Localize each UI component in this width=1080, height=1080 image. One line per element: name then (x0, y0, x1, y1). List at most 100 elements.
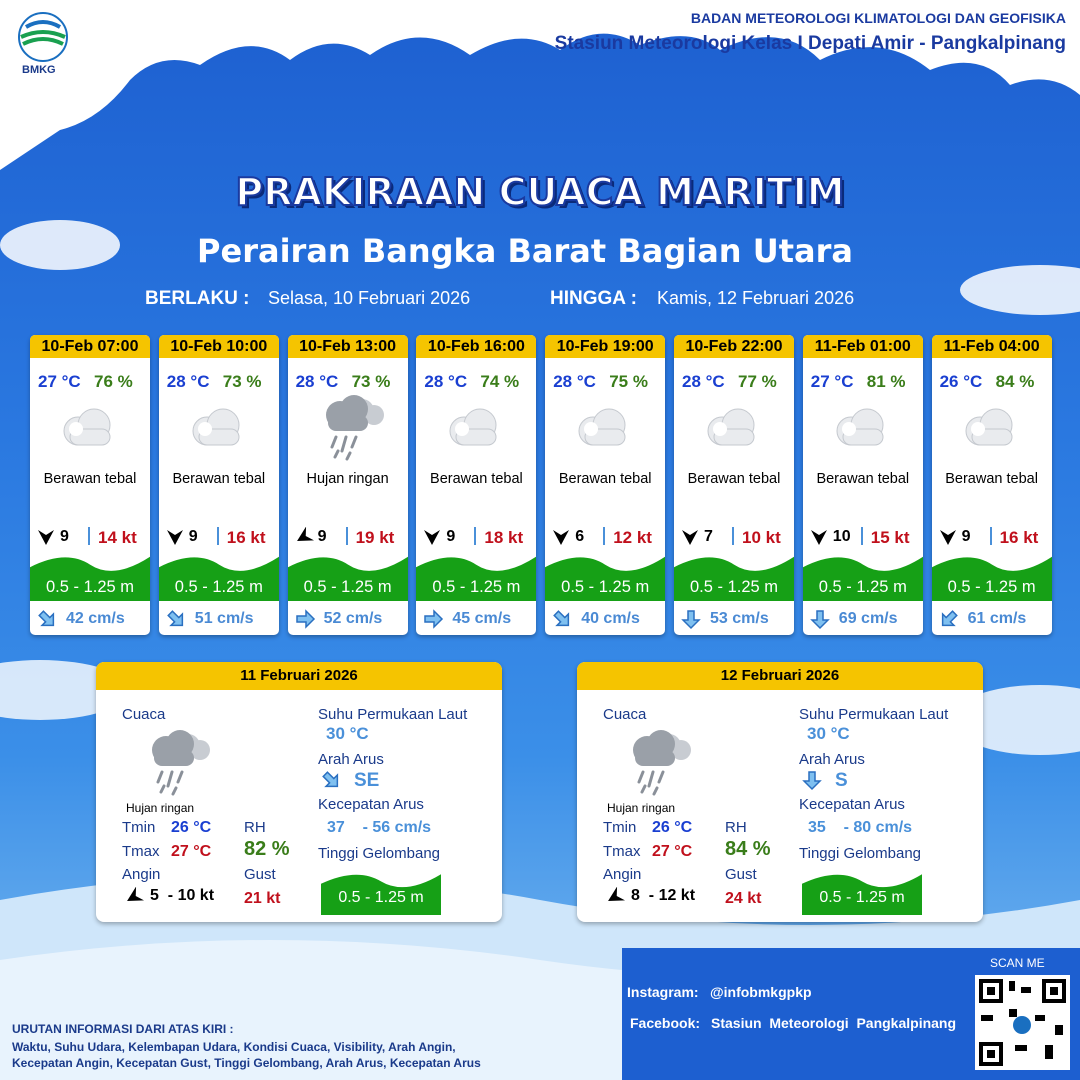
sst-label: Suhu Permukaan Laut (799, 706, 949, 723)
gust: 21 kt (244, 890, 281, 907)
temperature: 26 °C (939, 372, 983, 391)
temperature: 28 °C (553, 372, 596, 391)
forecast-card: 10-Feb 10:00 28 °C 73 % Berawan tebal 9 16 kt… (158, 335, 279, 635)
weather: Berawan tebal (945, 471, 1038, 487)
weather-icon (325, 395, 384, 461)
separator (345, 527, 348, 545)
current-speed: 69 cm/s (838, 610, 898, 627)
tmax: 27 °C (652, 843, 693, 860)
current-direction-icon (809, 610, 830, 630)
sst: 30 °C (326, 724, 369, 743)
wind-speed: 9 (188, 528, 198, 545)
wave-shape (931, 556, 1052, 601)
wave-label: Tinggi Gelombang (318, 845, 441, 862)
to-label: HINGGA : (550, 288, 637, 309)
forecast-card: 10-Feb 22:00 28 °C 77 % Berawan tebal 7 10 kt… (674, 335, 794, 635)
current-speed: 53 cm/s (710, 610, 769, 627)
forecast-card: 11-Feb 01:00 27 °C 81 % Berawan tebal 10 15 k… (802, 335, 923, 635)
qr-code[interactable] (975, 975, 1070, 1070)
current-direction-label: Arah Arus (799, 751, 865, 768)
weather-icon (63, 408, 111, 446)
date: 11 Februari 2026 (96, 662, 502, 690)
current-speed-label: Kecepatan Arus (318, 796, 424, 813)
wave-shape (321, 874, 441, 915)
wind-speed: 9 (317, 528, 327, 545)
wind-speed: 9 (60, 528, 69, 545)
wave-height: 0.5 - 1.25 m (432, 578, 521, 596)
wind-speed: 7 (704, 528, 713, 545)
forecast-card: 11-Feb 04:00 26 °C 84 % Berawan tebal 9 16 kt… (931, 335, 1052, 635)
wave-shape (30, 556, 150, 601)
wind-direction-icon (810, 530, 827, 545)
wind-direction-icon (608, 887, 625, 901)
separator (860, 527, 863, 545)
tmax-label: Tmax (122, 843, 160, 860)
weather-icon (449, 408, 497, 446)
current-direction-icon (38, 610, 55, 627)
gust: 24 kt (725, 890, 762, 907)
tmin: 26 °C (171, 819, 212, 836)
sst: 30 °C (807, 724, 850, 743)
daily-panel: 11 Februari 2026 Cuaca Hujan ringan Tmin 26 … (96, 662, 502, 922)
humidity: 75 % (609, 372, 648, 391)
current-direction-icon (322, 771, 339, 788)
current-direction-icon (941, 610, 958, 627)
current-speed: 51 cm/s (194, 610, 254, 627)
weather-icon (192, 408, 240, 446)
weather: Berawan tebal (558, 471, 652, 487)
gust-label: Gust (244, 866, 276, 883)
humidity: 74 % (480, 372, 520, 391)
humidity: 84 % (995, 372, 1035, 391)
title: PRAKIRAAN CUACA MARITIM (234, 169, 845, 215)
humidity: 77 % (738, 372, 777, 391)
temperature: 28 °C (682, 372, 725, 391)
rh-label: RH (244, 819, 266, 836)
gust: 16 kt (226, 528, 266, 547)
weather: Hujan ringan (306, 471, 389, 487)
current-speed: 45 cm/s (452, 610, 512, 627)
gust: 18 kt (484, 528, 524, 547)
instagram-handle[interactable]: @infobmkgpkp (710, 984, 812, 1000)
wind-speed: 6 (575, 528, 585, 545)
facebook-page[interactable]: Stasiun Meteorologi Pangkalpinang (711, 1015, 957, 1031)
separator (474, 527, 477, 545)
current-speed: 40 cm/s (581, 610, 640, 627)
info-title: URUTAN INFORMASI DARI ATAS KIRI : (12, 1022, 234, 1036)
separator (603, 527, 606, 545)
current-speed-label: Kecepatan Arus (799, 796, 905, 813)
separator (989, 527, 992, 545)
gust-label: Gust (725, 866, 757, 883)
wind-direction-icon (296, 527, 314, 541)
wind: 8 - 12 kt (631, 887, 696, 904)
wave-height: 0.5 - 1.25 m (174, 578, 263, 596)
gust: 16 kt (999, 528, 1039, 547)
forecast-card: 10-Feb 19:00 28 °C 75 % Berawan tebal 6 12 kt… (545, 335, 666, 635)
weather-icon (578, 408, 626, 446)
date: 12 Februari 2026 (577, 662, 983, 690)
current-direction-icon (295, 609, 315, 629)
scan-label: SCAN ME (990, 956, 1045, 970)
wind-direction-icon (553, 530, 570, 545)
wave-height: 0.5 - 1.25 m (303, 578, 392, 596)
temperature: 28 °C (424, 372, 468, 391)
forecast-card: 10-Feb 16:00 28 °C 74 % Berawan tebal 9 18 kt… (416, 335, 537, 635)
humidity: 76 % (94, 372, 133, 391)
weather-icon (836, 408, 884, 446)
from-label: BERLAKU : (145, 288, 250, 309)
current-speed: 52 cm/s (323, 610, 383, 627)
weather: Berawan tebal (430, 471, 523, 487)
station-name: Stasiun Meteorologi Kelas I Depati Amir … (554, 33, 1066, 54)
wave-shape (158, 556, 279, 601)
facebook-label: Facebook: (630, 1015, 701, 1031)
wind-direction-icon (38, 530, 54, 545)
current-speed: 42 cm/s (66, 610, 125, 627)
instagram-label: Instagram: (627, 984, 699, 1000)
wave-shape (287, 556, 408, 601)
weather: Berawan tebal (43, 471, 137, 487)
wave-height: 0.5 - 1.25 m (947, 578, 1036, 596)
sst-label: Suhu Permukaan Laut (318, 706, 468, 723)
tmax: 27 °C (171, 843, 212, 860)
separator (88, 527, 90, 545)
tmin-label: Tmin (122, 819, 156, 836)
wind: 5 - 10 kt (150, 887, 215, 904)
